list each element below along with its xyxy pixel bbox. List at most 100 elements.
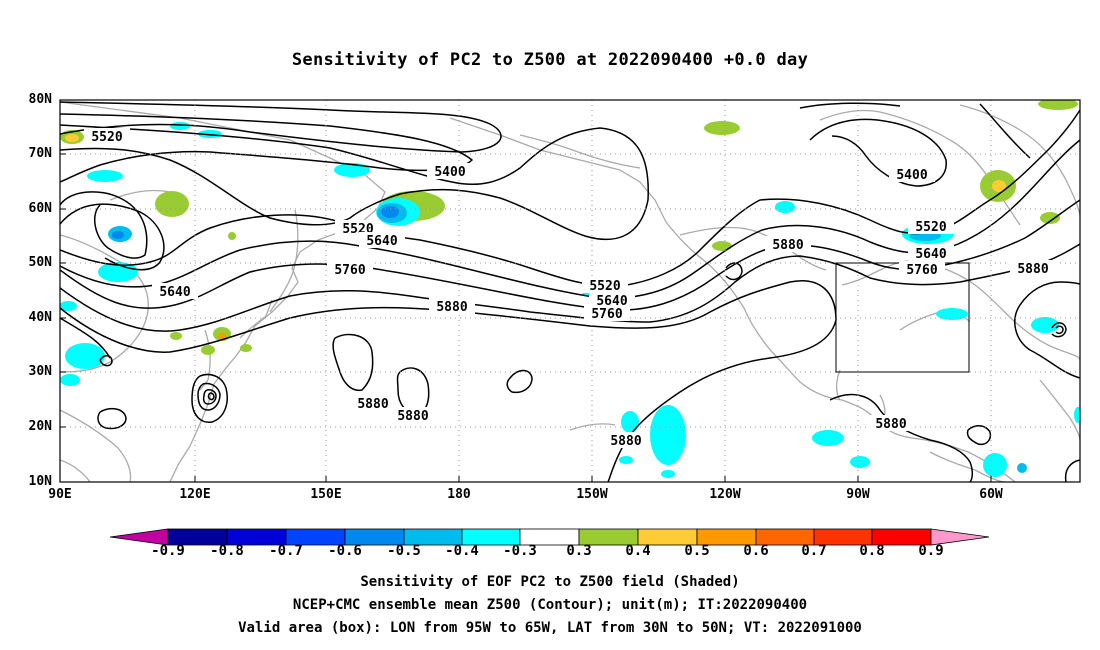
shade-patch	[621, 411, 639, 433]
lat-label: 70N	[28, 146, 52, 161]
lat-label: 80N	[28, 92, 52, 107]
contour-value: 5760	[334, 263, 365, 278]
contour-label: 5880	[1010, 260, 1056, 277]
colorbar-label: 0.7	[801, 543, 827, 559]
contour-label: 5520	[84, 128, 130, 145]
caption-shaded: Sensitivity of EOF PC2 to Z500 field (Sh…	[360, 574, 740, 590]
contour-label: 5760	[899, 261, 945, 278]
map-frame	[59, 99, 1081, 483]
colorbar-label: 0.8	[859, 543, 885, 559]
contour-line	[207, 392, 215, 401]
contour-value: 5880	[357, 397, 388, 412]
contour-label: 5880	[868, 415, 914, 432]
contour-label: 5400	[889, 166, 935, 183]
contour-label: 5640	[359, 232, 405, 249]
lat-label: 20N	[28, 419, 52, 434]
contour-value: 5880	[1017, 262, 1048, 277]
shade-patch	[112, 231, 124, 239]
shade-patch	[228, 232, 236, 240]
contour-label: 5880	[765, 236, 811, 253]
shade-patch	[1038, 100, 1078, 110]
shade-patch	[650, 405, 686, 465]
colorbar-label: -0.7	[269, 543, 303, 559]
lon-label: 120W	[709, 487, 741, 502]
shade-patch	[1031, 317, 1059, 333]
contour-line	[60, 191, 148, 259]
contour-value: 5640	[159, 285, 190, 300]
colorbar-label: -0.3	[503, 543, 537, 559]
shade-patch	[704, 121, 740, 135]
contour-value: 5880	[610, 434, 641, 449]
caption-valid-area: Valid area (box): LON from 95W to 65W, L…	[238, 620, 862, 636]
contour-line	[809, 118, 947, 187]
contour-label: 5640	[152, 283, 198, 300]
contour-value: 5640	[915, 247, 946, 262]
lon-label: 60W	[979, 487, 1003, 502]
lat-label: 10N	[28, 474, 52, 489]
lat-label: 40N	[28, 310, 52, 325]
contour-line	[197, 382, 221, 411]
contour-value: 5760	[906, 263, 937, 278]
lon-label: 120E	[179, 487, 211, 502]
shade-patch	[712, 241, 732, 251]
contour-value: 5400	[434, 165, 465, 180]
contour-label: 5760	[327, 261, 373, 278]
contour-value: 5880	[397, 409, 428, 424]
contour-line	[60, 203, 165, 271]
contour-value: 5880	[772, 238, 803, 253]
colorbar-max-arrow	[930, 528, 990, 546]
colorbar-label: -0.4	[445, 543, 479, 559]
contour-value: 5880	[875, 417, 906, 432]
contour-line	[966, 425, 992, 446]
shade-patch	[992, 180, 1006, 192]
colorbar-label: -0.6	[328, 543, 362, 559]
lon-label: 90W	[846, 487, 870, 502]
contour-line	[60, 243, 1080, 332]
colorbar-label: 0.9	[918, 543, 944, 559]
shade-patch	[661, 470, 675, 478]
contour-label: 5880	[390, 407, 436, 424]
shade-patch	[619, 456, 633, 464]
shade-patch	[775, 201, 795, 213]
shade-patch	[812, 430, 844, 446]
contour-line	[799, 102, 901, 109]
shade-patch	[65, 134, 79, 142]
contour-label-group: 5520 5400 5520 5640 5760 5640 5880 5880 …	[84, 128, 1056, 449]
contour-value: 5400	[896, 168, 927, 183]
lat-label: 30N	[28, 364, 52, 379]
shade-patch	[936, 308, 968, 320]
contour-line	[60, 124, 649, 241]
shade-patch	[98, 262, 138, 282]
contour-line	[202, 389, 217, 405]
shade-patch	[170, 122, 190, 130]
contour-line	[60, 101, 502, 153]
contour-line	[829, 393, 974, 482]
contour-line	[1064, 459, 1080, 482]
lon-label: 150E	[310, 487, 342, 502]
contour-label: 5880	[603, 432, 649, 449]
page-title: Sensitivity of PC2 to Z500 at 2022090400…	[291, 50, 809, 70]
shade-patch	[60, 301, 77, 311]
contour-line	[979, 103, 1031, 159]
contour-line	[99, 355, 113, 367]
sensitivity-shading	[60, 100, 1080, 478]
colorbar-label: 0.5	[684, 543, 710, 559]
colorbar-label: 0.6	[743, 543, 769, 559]
colorbar	[109, 528, 990, 546]
shade-patch	[1074, 407, 1080, 423]
contour-value: 5640	[366, 234, 397, 249]
shade-patch	[1040, 212, 1060, 224]
contour-label: 5880	[350, 395, 396, 412]
caption-contour: NCEP+CMC ensemble mean Z500 (Contour); u…	[292, 597, 808, 613]
contour-value: 5520	[915, 220, 946, 235]
shade-patch	[1017, 463, 1027, 473]
contour-line	[60, 317, 111, 359]
colorbar-label: -0.9	[151, 543, 185, 559]
contour-value: 5880	[436, 300, 467, 315]
colorbar-label: 0.4	[625, 543, 651, 559]
axis-ticks	[60, 99, 992, 482]
contour-label: 5400	[427, 163, 473, 180]
colorbar-label: 0.3	[566, 543, 592, 559]
contour-label: 5760	[584, 305, 630, 322]
